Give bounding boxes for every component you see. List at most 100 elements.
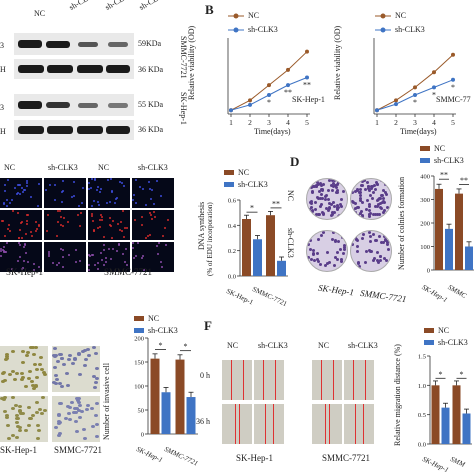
legend-nc-d: NC (434, 144, 446, 153)
bar-sh (445, 228, 453, 270)
panel-c-col-sh-1: sh-CLK3 (48, 163, 78, 172)
invasion-image-tile (0, 396, 48, 442)
panel-c-xtick-1: SK-Hep-1 (225, 287, 255, 307)
panel-e-xtick-1: SK-Hep-1 (135, 445, 164, 465)
legend-sh-c: sh-CLK3 (238, 180, 268, 189)
invasion-image-tile (52, 346, 100, 392)
data-point-nc (394, 98, 398, 103)
mw-label-4: 36 KDa (138, 125, 164, 134)
bar-sh (462, 413, 471, 444)
lane-label-shclk3-3: sh-CLK3-3 (138, 0, 174, 12)
legend-sh-f: sh-CLK3 (438, 338, 468, 347)
wound-image-tile (254, 360, 284, 400)
edu-image-tile (0, 210, 42, 240)
bar-nc (242, 219, 251, 276)
panel-f-cell-skhep: SK-Hep-1 (236, 453, 273, 463)
bar-sh (277, 260, 286, 276)
panel-b-letter: B (205, 2, 214, 17)
panel-f-xtick-2: SMM (449, 455, 467, 469)
bar-sh (161, 392, 171, 434)
mw-label-2: 36 KDa (138, 65, 164, 74)
y-tick-label: 0.6 (228, 198, 237, 205)
invasion-image-tile (52, 396, 100, 442)
wound-image-tile (344, 404, 374, 444)
significance-mark: * (432, 90, 436, 99)
y-tick-label: 100 (420, 244, 430, 251)
panel-c-ylabel: DNA synthesis (197, 201, 206, 250)
blot-row-label-4: H (0, 127, 6, 136)
lane-label-nc: NC (34, 9, 46, 18)
data-point-nc (286, 67, 290, 72)
lane-label-shclk3-2: sh-CLK3-2 (104, 0, 140, 12)
panel-c-cell-smmc: SMMC-7721 (104, 267, 153, 277)
bar-nc (455, 193, 463, 270)
lane-label-shclk3-1: sh-CLK3-1 (68, 0, 104, 12)
panel-e-cell-smmc: SMMC-7721 (54, 445, 103, 455)
legend-markers-b (228, 13, 244, 33)
significance-mark: * (184, 342, 188, 351)
data-point-sh (375, 108, 379, 113)
panel-d-ylabel: Number of colnies formation (397, 176, 406, 270)
wound-image-tile (344, 360, 374, 400)
viability-chart-smmc: 1 2 3 4 5 * * * (373, 38, 456, 127)
panel-c-col-nc-2: NC (98, 163, 110, 172)
wound-image-tile (222, 404, 252, 444)
wound-image-tile (222, 360, 252, 400)
colony-bar-chart: 0 100 200 300 400 ** ** (420, 171, 474, 275)
panel-b-xlabel-2: Time(days) (400, 127, 437, 136)
data-point-sh (305, 75, 309, 80)
data-point-sh (248, 102, 252, 107)
x-tick-label: 3 (413, 118, 417, 127)
y-tick-label: 0.4 (228, 223, 237, 230)
edu-image-tile (132, 178, 174, 208)
x-tick-label: 4 (286, 118, 290, 127)
wound-image-tile (312, 404, 342, 444)
bar-nc (266, 215, 275, 276)
panel-c-ylabel-2: (% of EDU incorporation) (206, 202, 214, 276)
mw-label-1: 59KDa (138, 39, 162, 48)
bar-sh (465, 246, 473, 270)
mw-label-3: 55 KDa (138, 100, 164, 109)
panel-f-row-0h: 0 h (200, 371, 210, 380)
legend-markers-b2 (375, 13, 391, 33)
cell-label-smmc: SMMC-7721 (179, 36, 188, 79)
panel-e-xtick-2: SMMC-7721 (163, 445, 200, 468)
panel-d-xtick-1: SK-Hep-1 (420, 283, 449, 305)
data-point-sh (413, 93, 417, 97)
blot-clk3-skhep (14, 94, 134, 116)
y-tick-label: 300 (420, 197, 430, 204)
colony-dish (350, 230, 392, 272)
edu-image-tile (44, 210, 86, 240)
legend-sh-b: sh-CLK3 (248, 25, 278, 34)
y-tick-label: 0.5 (418, 412, 426, 419)
x-tick-label: 2 (248, 118, 252, 127)
panel-f-col-sh-1: sh-CLK3 (258, 341, 288, 350)
y-tick-label: 0.0 (418, 442, 426, 449)
legend-nc-e: NC (148, 314, 160, 323)
edu-image-tile (88, 178, 130, 208)
y-tick-label: 50 (138, 408, 145, 415)
data-point-nc (248, 98, 252, 103)
panel-c-col-sh-2: sh-CLK3 (138, 163, 168, 172)
y-tick-label: 0 (427, 268, 430, 275)
edu-image-tile (0, 178, 42, 208)
panel-b-xlabel: Time(days) (254, 127, 291, 136)
invasion-image-tile (0, 346, 48, 392)
edu-image-tile (132, 242, 174, 272)
bar-nc (431, 385, 440, 444)
y-tick-label: 150 (134, 360, 144, 367)
y-tick-label: 0.0 (228, 274, 236, 281)
panel-f-col-nc-1: NC (227, 341, 239, 350)
data-point-sh (229, 108, 233, 113)
x-tick-label: 5 (451, 118, 455, 127)
colony-dish (350, 178, 392, 220)
significance-mark: ** (440, 171, 448, 180)
panel-c-cell-skhep: SK-Hep-1 (6, 267, 43, 277)
significance-mark: * (159, 341, 163, 350)
panel-f-ylabel: Relative migration distance (%) (393, 344, 402, 446)
y-tick-label: 1.5 (418, 354, 426, 361)
data-point-nc (267, 83, 271, 88)
x-tick-label: 4 (432, 118, 436, 127)
bar-sh (253, 239, 262, 276)
data-point-nc (413, 85, 417, 90)
